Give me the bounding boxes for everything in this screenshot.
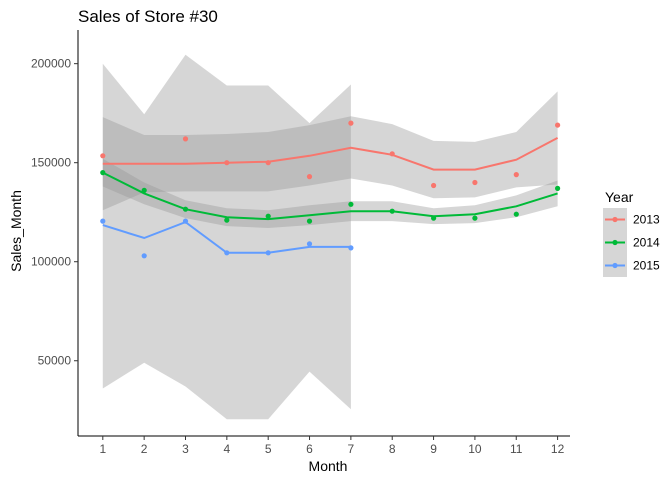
chart-title: Sales of Store #30	[78, 7, 218, 26]
line-2014	[102, 171, 558, 221]
point-2013-m12	[555, 122, 561, 128]
x-tick-label-1: 1	[99, 442, 106, 456]
y-tick-label-200000: 200000	[31, 57, 71, 71]
legend-key-point-2015	[612, 262, 618, 269]
point-2013-m10	[472, 179, 478, 186]
legend-key-point-2014	[612, 239, 618, 246]
point-2014-m7	[348, 201, 354, 207]
point-2013-m3	[182, 136, 189, 142]
point-2013-m8	[389, 151, 395, 157]
band-2015	[102, 54, 351, 420]
legend-label-2015: 2015	[633, 259, 660, 273]
x-tick-label-8: 8	[389, 442, 396, 456]
point-2015-m6	[306, 241, 313, 247]
x-tick-label-6: 6	[306, 442, 313, 456]
point-2014-m12	[555, 185, 561, 191]
point-2014-m3	[182, 206, 189, 212]
x-tick-label-2: 2	[141, 442, 148, 456]
x-tick-label-11: 11	[510, 442, 523, 456]
point-2013-m9	[431, 182, 437, 189]
point-2014-m8	[389, 208, 395, 214]
point-2015-m5	[265, 250, 271, 256]
x-tick-label-4: 4	[223, 442, 230, 456]
point-2013-m5	[265, 160, 271, 166]
point-2013-m7	[348, 120, 354, 126]
x-tick-label-5: 5	[265, 442, 272, 456]
y-tick-label-50000: 50000	[38, 354, 72, 368]
y-tick-label-150000: 150000	[31, 156, 71, 170]
point-2014-m11	[513, 211, 519, 217]
point-2014-m1	[100, 170, 106, 176]
point-2013-m6	[306, 174, 313, 180]
x-tick-label-7: 7	[348, 442, 355, 456]
confidence-bands	[102, 54, 558, 420]
x-axis-title: Month	[309, 458, 348, 474]
line-2013	[102, 137, 559, 171]
legend-label-2014: 2014	[633, 236, 660, 250]
point-2013-m4	[224, 160, 230, 166]
x-tick-label-12: 12	[551, 442, 565, 456]
point-2015-m3	[182, 218, 189, 224]
point-2014-m10	[472, 215, 478, 221]
legend: Year 2013 2014 2015	[603, 189, 660, 277]
point-2014-m4	[224, 217, 230, 223]
point-2014-m9	[431, 215, 437, 221]
y-axis-title: Sales_Month	[8, 190, 24, 272]
point-2013-m11	[513, 172, 519, 178]
point-2015-m4	[224, 250, 230, 256]
y-tick-label-100000: 100000	[31, 255, 71, 269]
x-tick-label-10: 10	[468, 442, 482, 456]
point-2013-m1	[100, 153, 106, 159]
point-2015-m1	[100, 218, 106, 224]
legend-key-point-2013	[612, 216, 618, 223]
point-2015-m2	[141, 253, 147, 259]
band-2014	[102, 158, 558, 228]
point-2014-m2	[141, 187, 147, 193]
x-tick-label-9: 9	[430, 442, 437, 456]
point-2015-m7	[348, 245, 354, 251]
data-points	[100, 120, 561, 259]
legend-title: Year	[605, 189, 634, 205]
point-2014-m6	[306, 218, 313, 224]
point-2014-m5	[265, 213, 271, 219]
legend-label-2013: 2013	[633, 213, 660, 227]
x-tick-label-3: 3	[182, 442, 189, 456]
